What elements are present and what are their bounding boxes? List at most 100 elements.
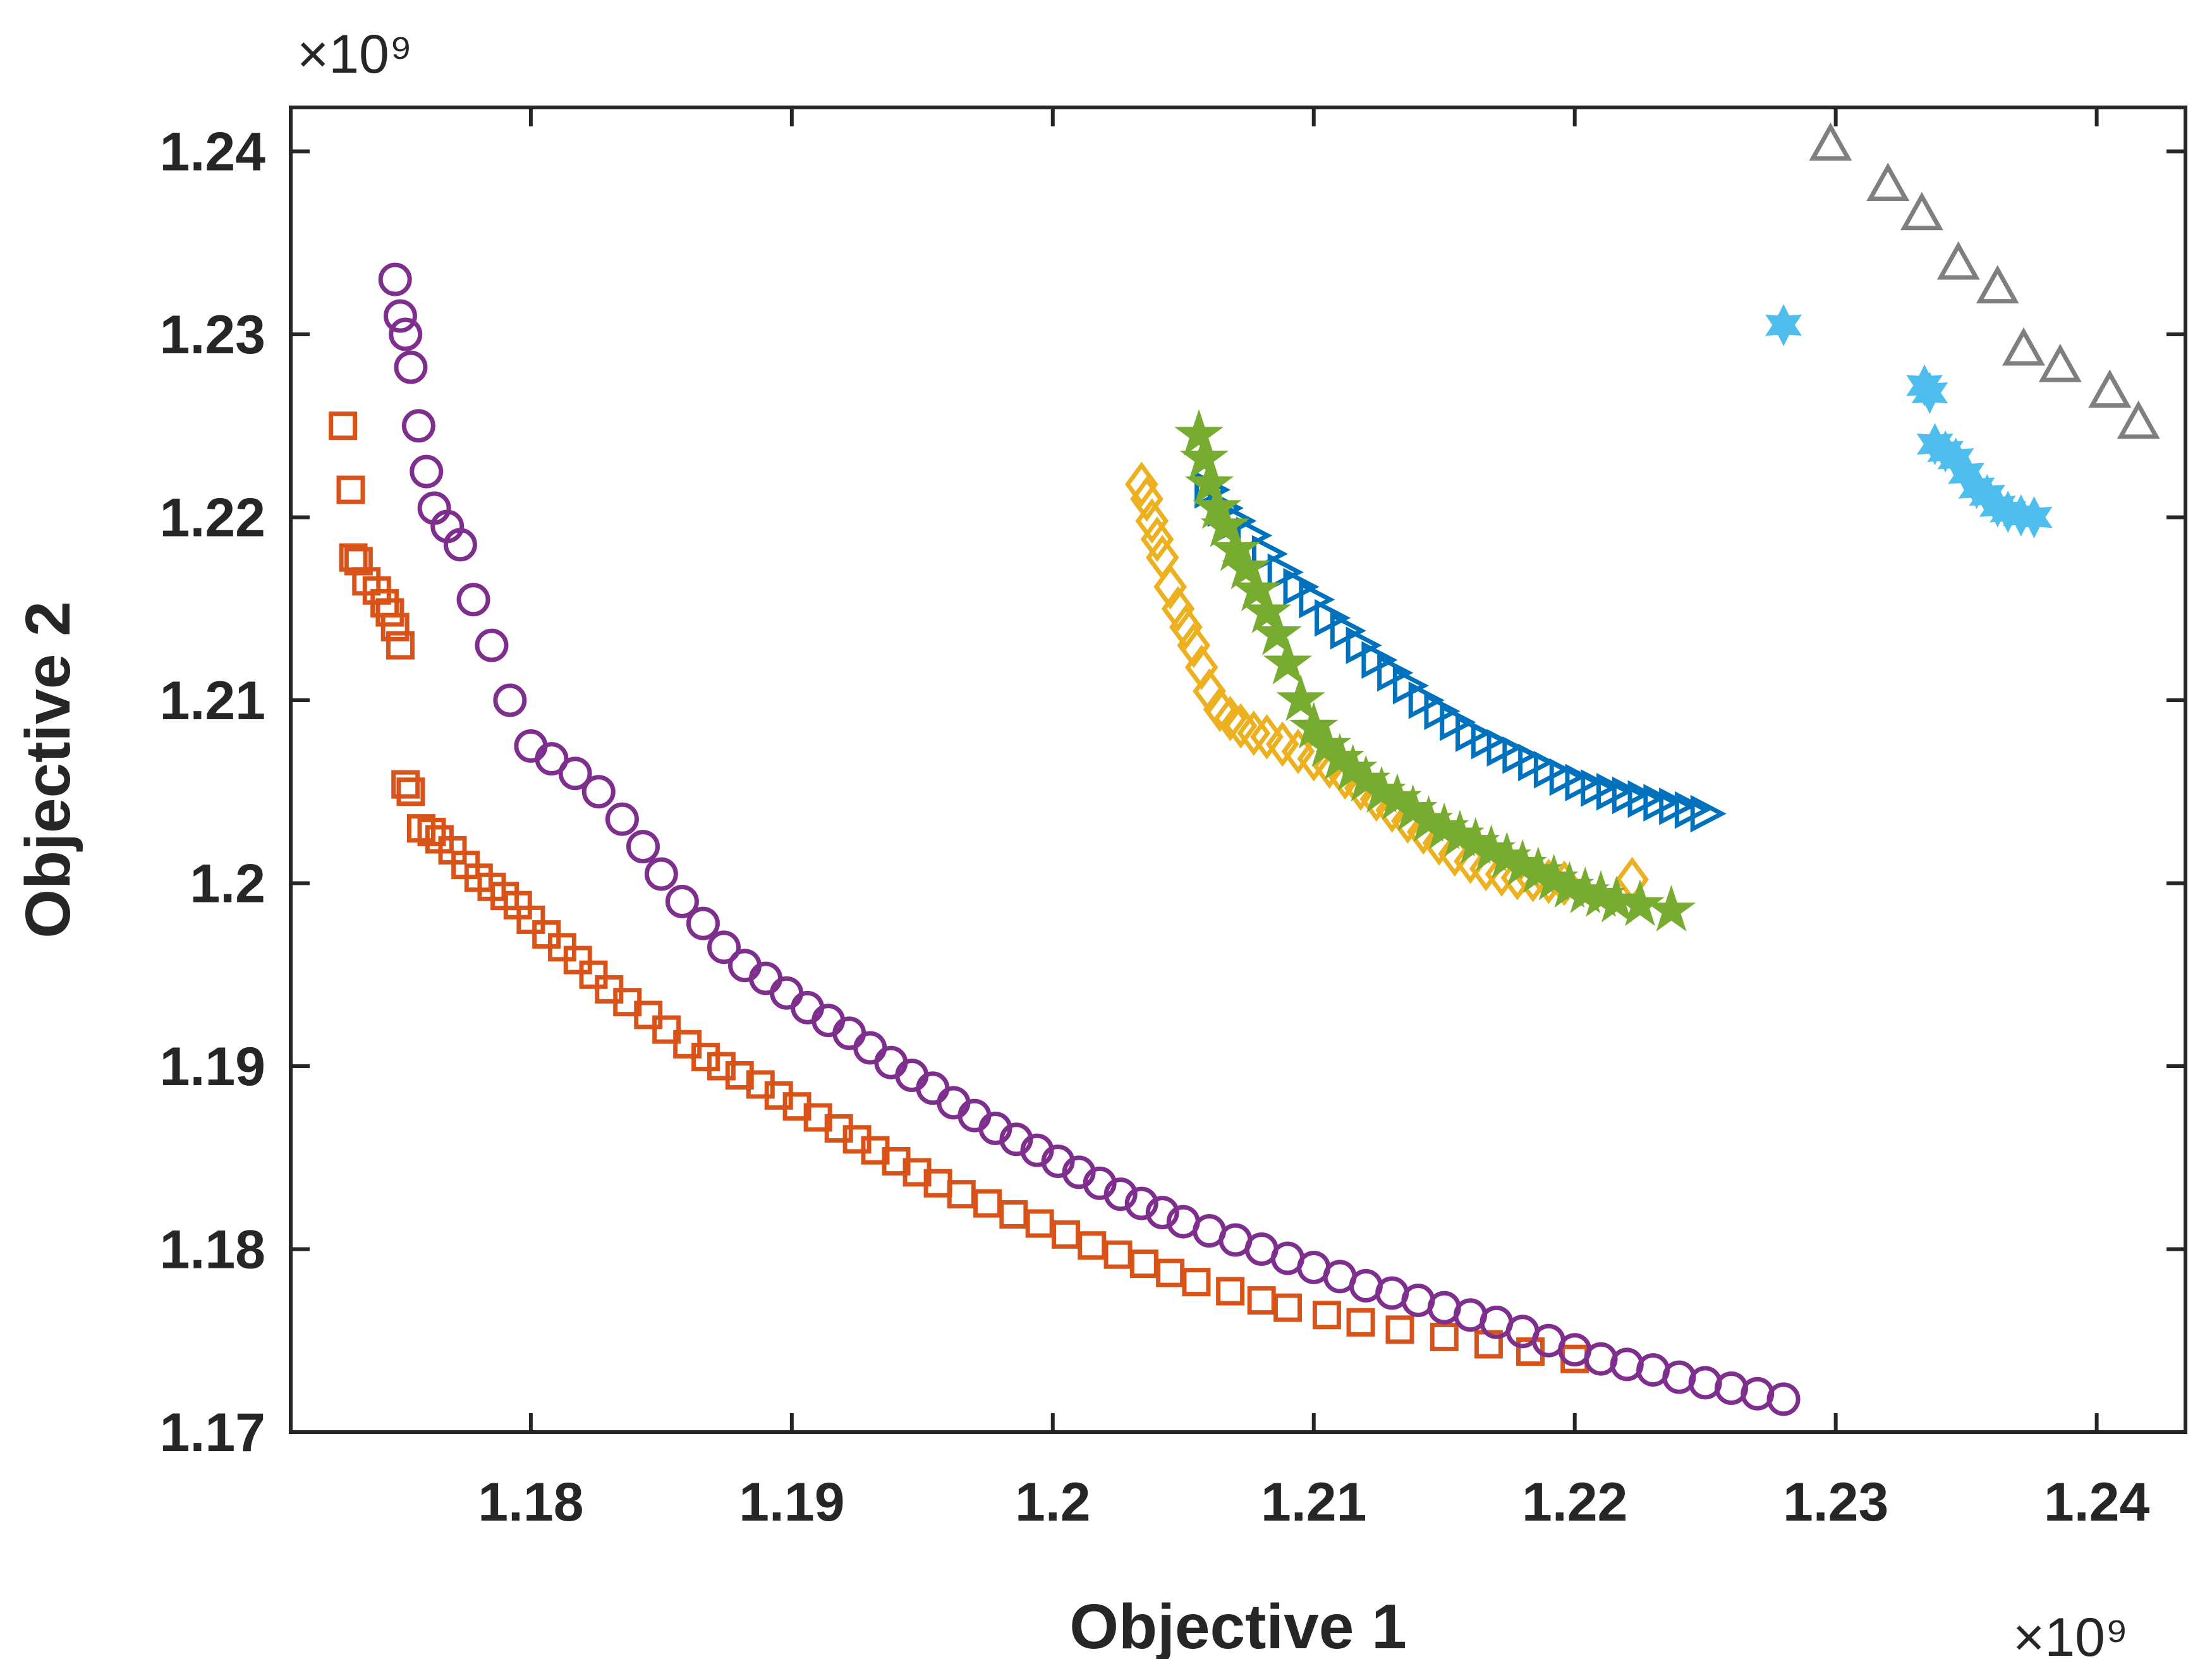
- series-green-star-point: [1242, 586, 1292, 634]
- series-orange-square-point: [973, 1189, 1002, 1218]
- series-orange-square-point: [1025, 1209, 1054, 1238]
- series-orange-square-point: [999, 1200, 1028, 1229]
- series-green-star-point: [1263, 638, 1313, 685]
- series-purple-circle-point: [443, 528, 477, 562]
- series-green-star-point: [1193, 482, 1242, 529]
- series-orange-square: [329, 411, 1589, 1373]
- series-gray-triangle-up-point: [2002, 327, 2045, 366]
- series-orange-square-point: [707, 1052, 736, 1081]
- series-purple-circle-point: [605, 802, 639, 836]
- series-orange-square-point: [344, 547, 373, 576]
- x-tick-label: 1.22: [1522, 1472, 1627, 1533]
- series-orange-square-point: [563, 945, 592, 975]
- series-orange-square-point: [1346, 1308, 1375, 1337]
- series-purple-circle-point: [410, 454, 444, 489]
- series-orange-square-point: [634, 1000, 663, 1030]
- series-green-star-point: [1646, 885, 1696, 932]
- series-cyan-hexagram-point: [1911, 372, 1948, 414]
- series-green-star-point: [1232, 564, 1281, 612]
- series-orange-square-point: [1216, 1277, 1245, 1306]
- series-gray-triangle-up-point: [1936, 241, 1980, 280]
- series-orange-square-point: [375, 598, 404, 627]
- series-orange-square-point: [1078, 1231, 1107, 1260]
- x-tick-label: 1.23: [1783, 1472, 1888, 1533]
- series-orange-square-point: [516, 905, 545, 934]
- series-purple-circle-point: [1124, 1186, 1158, 1220]
- series-gray-triangle-up-point: [2117, 400, 2160, 439]
- series-gray-triangle-up: [1809, 122, 2160, 439]
- series-orange-square-point: [1051, 1220, 1080, 1249]
- series-purple-circle-point: [853, 1031, 887, 1065]
- series-purple-circle-point: [644, 857, 678, 891]
- series-orange-square-point: [1156, 1258, 1185, 1287]
- series-orange-square-point: [947, 1180, 976, 1209]
- x-exponent-label: ×10⁹: [2013, 1607, 2129, 1659]
- series-purple-circle-point: [394, 350, 428, 384]
- series-green-star-point: [1289, 702, 1339, 749]
- y-tick-label: 1.22: [160, 487, 265, 548]
- series-green-star-point: [1615, 879, 1665, 927]
- x-tick-label: 1.21: [1261, 1472, 1366, 1533]
- series-gray-triangle-up-point: [2038, 343, 2082, 382]
- series-yellow-diamond-point: [1135, 498, 1169, 544]
- y-axis-label: Objective 2: [13, 601, 83, 939]
- y-exponent-label: ×10⁹: [297, 24, 413, 85]
- series-green-star-point: [1200, 501, 1250, 547]
- series-orange-square-point: [725, 1060, 754, 1090]
- series-purple-circle-point: [665, 884, 699, 918]
- series-gray-triangle-up-point: [1809, 122, 1852, 161]
- series-purple-circle-point: [1766, 1382, 1801, 1416]
- series-purple-circle-point: [535, 742, 569, 776]
- y-tick-label: 1.19: [160, 1036, 265, 1097]
- series-green-star-point: [1253, 609, 1302, 655]
- series-purple-circle-point: [383, 299, 417, 333]
- series-green-star: [1174, 409, 1696, 932]
- y-tick-label: 1.24: [160, 121, 266, 182]
- series-purple-circle-point: [770, 976, 804, 1010]
- series-yellow-diamond-point: [1130, 476, 1164, 522]
- series-yellow-diamond-point: [1169, 604, 1203, 650]
- series-purple-circle-point: [378, 262, 412, 296]
- series-orange-square-point: [1385, 1315, 1414, 1344]
- series-orange-square-point: [336, 475, 365, 504]
- series-green-star-point: [1184, 458, 1234, 506]
- series-green-star-point: [1221, 542, 1271, 590]
- y-tick-label: 1.2: [190, 853, 265, 914]
- x-axis-ticks: 1.18 1.19 1.2 1.21 1.22 1.23 1.24: [478, 107, 2149, 1533]
- series-orange-square-point: [380, 612, 410, 641]
- series-purple-circle-point: [493, 683, 527, 717]
- series-orange-square-point: [1312, 1301, 1341, 1330]
- series-gray-triangle-up-point: [1866, 162, 1910, 201]
- series-green-star-point: [1179, 433, 1229, 480]
- series-cyan-hexagram-point: [1765, 304, 1802, 346]
- y-tick-label: 1.17: [160, 1402, 265, 1463]
- series-yellow-diamond-point: [1193, 668, 1226, 714]
- series-yellow-diamond-point: [1237, 710, 1271, 757]
- series-purple-circle: [378, 262, 1801, 1416]
- series-purple-circle-point: [707, 930, 741, 964]
- x-tick-label: 1.19: [739, 1472, 844, 1533]
- series-purple-circle-point: [389, 317, 423, 351]
- series-purple-circle-point: [626, 830, 660, 864]
- series-orange-square-point: [391, 770, 420, 799]
- series-orange-square-point: [691, 1043, 720, 1072]
- series-orange-square-point: [652, 1015, 681, 1044]
- series-orange-square-point: [417, 817, 446, 846]
- series-cyan-hexagram: [1765, 304, 2053, 538]
- x-tick-label: 1.24: [2044, 1472, 2150, 1533]
- series-purple-circle-point: [558, 757, 592, 791]
- series-yellow-diamond-point: [1161, 586, 1195, 632]
- plot-frame: [289, 106, 2187, 1434]
- series-orange-square-point: [1273, 1293, 1302, 1322]
- series-orange-square-point: [329, 411, 358, 441]
- series-gray-triangle-up-point: [2088, 369, 2132, 408]
- series-purple-circle-point: [581, 775, 616, 809]
- x-tick-label: 1.2: [1015, 1472, 1091, 1533]
- x-tick-label: 1.18: [478, 1472, 583, 1533]
- series-purple-circle-point: [456, 583, 490, 617]
- y-tick-label: 1.18: [160, 1219, 265, 1280]
- y-tick-label: 1.23: [160, 305, 265, 365]
- data-marks: [329, 122, 2160, 1416]
- series-blue-triangle-right-point: [1690, 794, 1727, 833]
- series-yellow-diamond-point: [1124, 461, 1158, 507]
